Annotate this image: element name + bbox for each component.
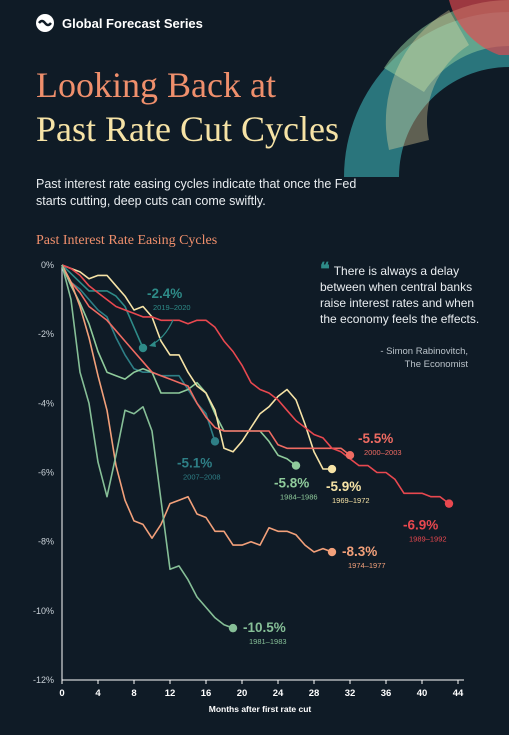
series-value-label: -5.9% xyxy=(326,479,361,494)
series-value-label: -5.1% xyxy=(177,455,212,470)
series-period-label: 1989–1992 xyxy=(409,535,447,544)
series-endpoint xyxy=(444,499,454,508)
x-tick-label: 44 xyxy=(453,688,464,699)
y-tick-label: -6% xyxy=(38,468,54,478)
series-line xyxy=(61,264,333,553)
brand-name: Global Forecast Series xyxy=(62,15,203,31)
label-pointer-arrowhead xyxy=(149,341,156,347)
series-line xyxy=(61,264,216,442)
quote: ❝ There is always a delay between when ce… xyxy=(320,259,485,327)
y-tick-label: -4% xyxy=(38,398,54,408)
series-period-label: 1969–1972 xyxy=(332,496,370,505)
x-tick-label: 28 xyxy=(309,688,320,699)
series-endpoint xyxy=(291,461,301,470)
series-period-label: 1984–1986 xyxy=(280,493,318,502)
subtitle: Past interest rate easing cycles indicat… xyxy=(36,177,357,208)
brand: Global Forecast Series xyxy=(36,14,203,32)
series-period-label: 1974–1977 xyxy=(348,561,386,570)
series-value-label: -10.5% xyxy=(243,620,286,635)
series-endpoint xyxy=(327,547,337,557)
quote-mark-icon: ❝ xyxy=(320,259,330,279)
series-line xyxy=(61,264,234,629)
series-line xyxy=(61,264,144,349)
series-endpoint xyxy=(327,464,337,474)
x-tick-label: 0 xyxy=(59,688,64,699)
y-tick-label: -8% xyxy=(38,537,54,547)
series-line xyxy=(61,264,450,505)
quote-author-source: The Economist xyxy=(404,359,468,370)
x-tick-label: 20 xyxy=(237,688,248,699)
quote-text: There is always a delay between when cen… xyxy=(320,264,480,326)
series-value-label: -5.5% xyxy=(358,431,393,446)
series-value-label: -6.9% xyxy=(403,518,438,533)
x-tick-label: 40 xyxy=(417,688,428,699)
title-line-1: Looking Back at xyxy=(36,65,276,105)
series-period-label: 2007–2008 xyxy=(183,472,221,481)
series-value-label: -8.3% xyxy=(342,544,377,559)
chart-title: Past Interest Rate Easing Cycles xyxy=(36,233,218,248)
y-tick-label: -10% xyxy=(33,606,54,616)
x-tick-label: 32 xyxy=(345,688,356,699)
y-tick-label: -2% xyxy=(38,329,54,339)
x-tick-label: 24 xyxy=(273,688,284,699)
series-endpoint xyxy=(138,343,148,353)
x-tick-label: 12 xyxy=(165,688,176,699)
quote-author: - Simon Rabinovitch, The Economist xyxy=(330,345,468,371)
series-period-label: 2019–2020 xyxy=(153,303,191,312)
x-tick-label: 16 xyxy=(201,688,212,699)
series-endpoint xyxy=(228,623,238,633)
x-tick-label: 4 xyxy=(95,688,101,699)
x-tick-label: 8 xyxy=(131,688,136,699)
series-line xyxy=(61,264,351,456)
title-line-2: Past Rate Cut Cycles xyxy=(36,109,339,149)
y-tick-label: -12% xyxy=(33,675,54,685)
x-axis-title: Months after first rate cut xyxy=(209,704,312,714)
series-line xyxy=(61,264,332,470)
x-tick-label: 36 xyxy=(381,688,392,699)
series-period-label: 1981–1983 xyxy=(249,637,287,646)
quote-author-name: - Simon Rabinovitch, xyxy=(380,346,468,357)
visual-capitalist-logo-icon xyxy=(36,14,54,32)
decorative-arcs xyxy=(344,0,509,177)
series-value-label: -2.4% xyxy=(147,286,182,301)
series-period-label: 2000–2003 xyxy=(364,448,402,457)
series-endpoint xyxy=(345,451,355,460)
y-tick-label: 0% xyxy=(41,260,54,270)
series-endpoint xyxy=(210,437,220,446)
series-value-label: -5.8% xyxy=(274,476,309,491)
